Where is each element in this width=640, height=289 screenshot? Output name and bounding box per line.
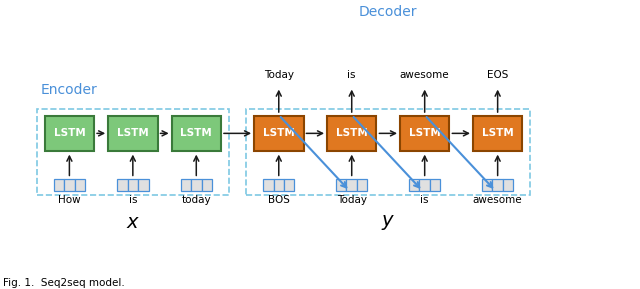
FancyBboxPatch shape bbox=[180, 179, 191, 191]
FancyBboxPatch shape bbox=[492, 179, 503, 191]
Text: is: is bbox=[420, 195, 429, 205]
FancyBboxPatch shape bbox=[64, 179, 75, 191]
FancyBboxPatch shape bbox=[346, 179, 357, 191]
Text: How: How bbox=[58, 195, 81, 205]
FancyBboxPatch shape bbox=[336, 179, 346, 191]
FancyBboxPatch shape bbox=[273, 179, 284, 191]
FancyBboxPatch shape bbox=[503, 179, 513, 191]
FancyBboxPatch shape bbox=[54, 179, 64, 191]
FancyBboxPatch shape bbox=[357, 179, 367, 191]
FancyBboxPatch shape bbox=[400, 116, 449, 151]
FancyBboxPatch shape bbox=[409, 179, 419, 191]
FancyBboxPatch shape bbox=[45, 116, 94, 151]
FancyBboxPatch shape bbox=[138, 179, 148, 191]
Text: LSTM: LSTM bbox=[263, 128, 294, 138]
FancyBboxPatch shape bbox=[254, 116, 303, 151]
FancyBboxPatch shape bbox=[202, 179, 212, 191]
FancyBboxPatch shape bbox=[263, 179, 273, 191]
FancyBboxPatch shape bbox=[117, 179, 127, 191]
FancyBboxPatch shape bbox=[482, 179, 492, 191]
Text: LSTM: LSTM bbox=[180, 128, 212, 138]
Text: LSTM: LSTM bbox=[336, 128, 367, 138]
FancyBboxPatch shape bbox=[127, 179, 138, 191]
FancyBboxPatch shape bbox=[473, 116, 522, 151]
FancyBboxPatch shape bbox=[284, 179, 294, 191]
Text: BOS: BOS bbox=[268, 195, 290, 205]
Text: LSTM: LSTM bbox=[117, 128, 148, 138]
FancyBboxPatch shape bbox=[191, 179, 202, 191]
FancyBboxPatch shape bbox=[75, 179, 85, 191]
Text: LSTM: LSTM bbox=[409, 128, 440, 138]
Text: awesome: awesome bbox=[400, 70, 449, 80]
Text: $y$: $y$ bbox=[381, 213, 396, 232]
FancyBboxPatch shape bbox=[108, 116, 157, 151]
Text: LSTM: LSTM bbox=[482, 128, 513, 138]
FancyBboxPatch shape bbox=[419, 179, 430, 191]
FancyBboxPatch shape bbox=[172, 116, 221, 151]
Text: EOS: EOS bbox=[487, 70, 508, 80]
Text: LSTM: LSTM bbox=[54, 128, 85, 138]
Text: is: is bbox=[348, 70, 356, 80]
FancyBboxPatch shape bbox=[327, 116, 376, 151]
Text: Decoder: Decoder bbox=[359, 5, 417, 19]
Text: Today: Today bbox=[337, 195, 367, 205]
Text: $x$: $x$ bbox=[125, 214, 140, 232]
Text: is: is bbox=[129, 195, 137, 205]
Text: Today: Today bbox=[264, 70, 294, 80]
Text: awesome: awesome bbox=[473, 195, 522, 205]
FancyBboxPatch shape bbox=[430, 179, 440, 191]
Text: Fig. 1.  Seq2seq model.: Fig. 1. Seq2seq model. bbox=[3, 278, 125, 288]
Text: Encoder: Encoder bbox=[40, 83, 97, 97]
Text: today: today bbox=[182, 195, 211, 205]
